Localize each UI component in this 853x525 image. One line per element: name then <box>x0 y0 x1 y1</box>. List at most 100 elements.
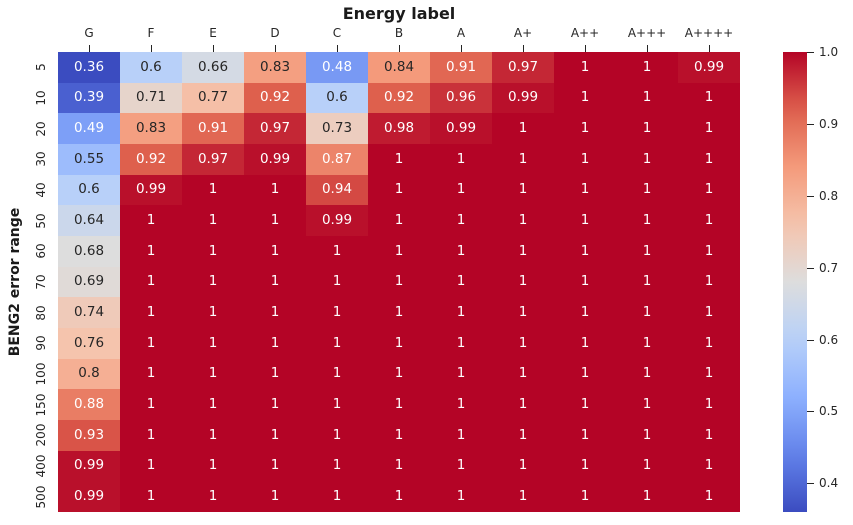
y-tick-label: 80 <box>34 305 48 321</box>
heatmap-cell: 1 <box>430 450 492 482</box>
heatmap-cell: 1 <box>678 389 740 420</box>
heatmap-cell: 1 <box>244 236 306 267</box>
heatmap-cell: 1 <box>492 113 554 144</box>
heatmap-cell: 1 <box>678 144 740 175</box>
colorbar-tick-label: 0.4 <box>819 476 839 491</box>
heatmap-cell: 1 <box>244 174 306 206</box>
x-tick-mark <box>585 45 586 52</box>
colorbar-tick-mark <box>807 339 814 341</box>
heatmap-cell: 1 <box>244 481 306 512</box>
heatmap-cell: 1 <box>616 450 678 482</box>
heatmap-cell: 1 <box>554 450 616 482</box>
heatmap-cell: 0.97 <box>492 52 554 83</box>
heatmap-cell: 1 <box>368 328 430 359</box>
heatmap-cell: 1 <box>616 297 678 328</box>
x-tick-mark <box>275 45 276 52</box>
heatmap-cell: 0.76 <box>58 328 120 359</box>
heatmap-cell: 1 <box>554 297 616 328</box>
heatmap-cell: 1 <box>244 450 306 482</box>
y-tick-label: 10 <box>34 90 48 106</box>
x-tick-label: G <box>84 26 94 40</box>
heatmap-cell: 0.98 <box>368 113 430 144</box>
colorbar-tick-label: 0.6 <box>819 332 839 347</box>
y-tick-label: 150 <box>34 393 48 417</box>
heatmap-cell: 0.99 <box>58 450 120 482</box>
heatmap-cell: 1 <box>554 82 616 114</box>
heatmap-cell: 1 <box>430 144 492 175</box>
heatmap-cell: 1 <box>182 481 244 512</box>
heatmap-cell: 1 <box>306 420 368 451</box>
heatmap-cell: 1 <box>182 297 244 328</box>
heatmap-cell: 1 <box>492 389 554 420</box>
heatmap-cell: 1 <box>492 450 554 482</box>
heatmap-cell: 1 <box>492 174 554 206</box>
heatmap-cell: 0.93 <box>58 420 120 451</box>
heatmap-cell: 1 <box>306 481 368 512</box>
x-tick-mark <box>709 45 710 52</box>
heatmap-cell: 1 <box>492 328 554 359</box>
x-tick-mark <box>89 45 90 52</box>
y-tick-label: 200 <box>34 423 48 447</box>
heatmap-cell: 1 <box>554 236 616 267</box>
heatmap-cell: 1 <box>678 450 740 482</box>
colorbar-tick-mark <box>807 267 814 269</box>
heatmap-cell: 1 <box>678 328 740 359</box>
heatmap-cell: 1 <box>182 358 244 390</box>
heatmap-cell: 0.87 <box>306 144 368 175</box>
heatmap-cell: 1 <box>678 358 740 390</box>
y-tick-label: 30 <box>34 151 48 167</box>
heatmap-cell: 0.92 <box>368 82 430 114</box>
heatmap-cell: 1 <box>616 205 678 236</box>
heatmap-cell: 1 <box>492 266 554 298</box>
heatmap-cell: 1 <box>678 113 740 144</box>
colorbar: 1.0 0.9 0.8 0.7 0.6 0.5 0.4 <box>783 45 838 512</box>
heatmap-cell: 1 <box>306 389 368 420</box>
heatmap-cell: 1 <box>120 266 182 298</box>
x-tick-label: A++ <box>570 26 600 40</box>
heatmap-cell: 1 <box>616 420 678 451</box>
heatmap-cell: 0.99 <box>58 481 120 512</box>
heatmap-cell: 0.92 <box>120 144 182 175</box>
heatmap-cell: 1 <box>368 236 430 267</box>
colorbar-tick-mark <box>807 52 814 53</box>
y-tick-label: 5 <box>34 63 48 72</box>
heatmap-cell: 1 <box>306 266 368 298</box>
heatmap-cell: 1 <box>182 205 244 236</box>
heatmap-cell: 1 <box>616 389 678 420</box>
heatmap-cell: 0.8 <box>58 358 120 390</box>
heatmap-cell: 1 <box>554 205 616 236</box>
heatmap-cell: 1 <box>244 389 306 420</box>
heatmap-cell: 1 <box>306 236 368 267</box>
x-tick-label: E <box>209 26 217 40</box>
heatmap-cell: 1 <box>430 389 492 420</box>
heatmap-cell: 1 <box>554 328 616 359</box>
y-tick-label: 40 <box>34 182 48 198</box>
heatmap-cell: 1 <box>430 205 492 236</box>
heatmap-cell: 1 <box>306 297 368 328</box>
heatmap-cell: 0.6 <box>58 174 120 206</box>
colorbar-tick-mark <box>807 123 814 125</box>
heatmap-cell: 1 <box>616 113 678 144</box>
heatmap-cell: 1 <box>120 297 182 328</box>
x-tick-mark <box>523 45 524 52</box>
heatmap-cell: 1 <box>678 174 740 206</box>
heatmap-cell: 1 <box>554 389 616 420</box>
heatmap-cell: 1 <box>678 297 740 328</box>
heatmap-cell: 1 <box>368 174 430 206</box>
colorbar-tick-label: 1.0 <box>819 45 839 59</box>
heatmap-cell: 1 <box>678 236 740 267</box>
heatmap-cell: 0.99 <box>306 205 368 236</box>
heatmap-cell: 1 <box>368 205 430 236</box>
y-tick-label: 90 <box>34 335 48 351</box>
y-tick-label: 500 <box>34 485 48 509</box>
heatmap-cell: 1 <box>616 481 678 512</box>
heatmap-cell: 1 <box>430 420 492 451</box>
heatmap-cell: 1 <box>182 328 244 359</box>
y-tick-label: 400 <box>34 454 48 478</box>
x-tick-label: A+ <box>513 26 533 40</box>
heatmap-cell: 1 <box>554 144 616 175</box>
heatmap-cell: 0.99 <box>430 113 492 144</box>
heatmap-cell: 0.6 <box>120 52 182 83</box>
x-tick-mark <box>151 45 152 52</box>
heatmap-cell: 1 <box>244 266 306 298</box>
